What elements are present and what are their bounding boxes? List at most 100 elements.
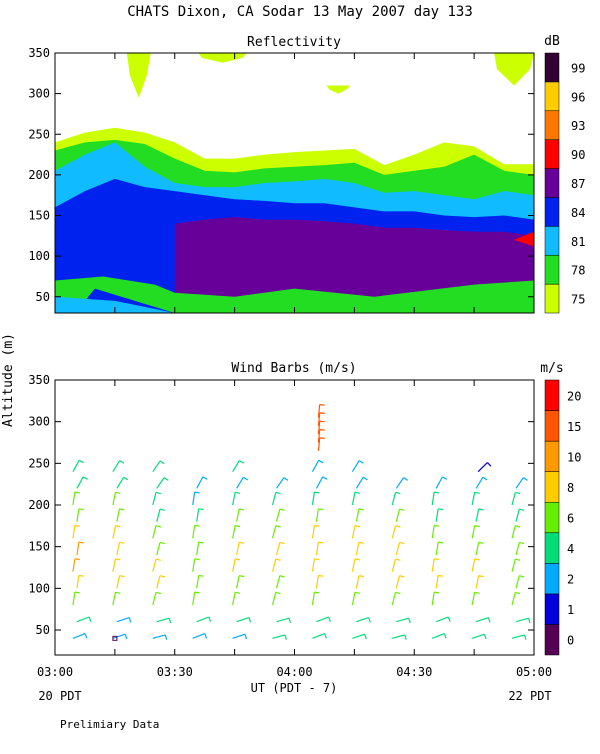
wind-barb [72,491,80,506]
colorbar-label: 99 [571,61,585,75]
reflectivity-title: Reflectivity [247,35,341,50]
wind-barb [515,508,525,522]
wind-barb [196,508,204,522]
colorbar-label: 10 [567,450,581,464]
colorbar-label: 2 [567,573,574,587]
preliminary-data-note: Prelimiary Data [60,718,159,731]
colorbar-swatch-90 [544,139,560,169]
wind-barb [272,634,287,640]
colorbar-swatch-2 [544,563,560,595]
y-tick-label: 50 [36,290,50,304]
wind-barb [72,633,88,639]
colorbar-swatch-8 [544,471,560,503]
colorbar-swatch-4 [544,532,560,564]
reflectivity-panel: Reflectivity 50 100 150 200 250 300 350 75 78 81… [28,34,585,314]
wind-barb [152,591,162,606]
calm-marker [112,635,118,641]
wind-barb [72,591,80,606]
colorbar-label: 81 [571,235,585,249]
reflectivity-colorbar: 75 78 81 84 87 90 93 96 99 [544,52,585,314]
wind-barb [431,558,440,572]
wind-barb [431,524,440,539]
wind-barb [352,633,367,640]
wind-barb [435,508,444,522]
wind-barb [76,541,84,556]
colorbar-swatch-93 [544,110,560,140]
wind-barb [311,524,320,539]
wind-barb [236,508,245,522]
reflectivity-upper-patch [494,53,534,86]
wind-barb [152,460,165,473]
y-tick-label: 50 [36,623,50,637]
reflectivity-colorbar-unit: dB [544,34,560,49]
wind-barb [275,541,285,556]
wind-barb [116,617,132,623]
colorbar-label: 0 [567,634,574,648]
wind-barb [391,491,401,506]
wind-barb [356,617,371,623]
colorbar-swatch-15 [544,410,560,442]
colorbar-swatch-1 [544,593,560,625]
wind-barbs-title: Wind Barbs (m/s) [231,361,356,376]
altitude-axis-label: Altitude (m) [1,333,16,427]
wind-barb [232,460,245,472]
colorbar-swatch-6 [544,501,560,534]
wind-barb [112,558,121,572]
wind-barb [475,508,484,522]
wind-barb [76,508,84,522]
wind-barb [112,525,121,539]
wind-barb [471,558,480,572]
wind-barb [475,541,484,556]
wind-barb [471,633,487,640]
wind-barb [271,525,281,539]
x-tick-label: 03:30 [157,665,193,679]
wind-barb [515,575,525,589]
wind-barb [156,508,166,522]
contour-low-band [55,276,534,313]
wind-barb [156,541,166,556]
wind-barb [317,404,325,418]
reflectivity-axes: 50 100 150 200 250 300 350 [28,46,534,313]
wind-barb [156,575,166,589]
wind-barb [317,429,325,443]
wind-barb [156,617,172,624]
colorbar-label: 78 [571,264,585,278]
wind-barbs [72,404,531,641]
wind-barb [236,541,245,556]
colorbar-label: 87 [571,177,585,191]
wind-barb [355,476,368,489]
wind-barb [471,591,480,606]
wind-barb [76,616,92,623]
wind-barb [355,541,365,556]
reflectivity-upper-patch [126,53,151,98]
figure-title: CHATS Dixon, CA Sodar 13 May 2007 day 13… [127,4,473,20]
colorbar-label: 75 [571,293,585,307]
wind-barb [435,616,451,623]
wind-barb [275,508,285,522]
wind-barb [396,617,411,624]
wind-barb [435,574,444,589]
wind-barb [152,491,162,506]
colorbar-label: 15 [567,420,581,434]
wind-barb [76,476,88,489]
colorbar-swatch-10 [544,440,560,472]
wind-barb [76,574,84,589]
wind-barb [316,616,331,623]
wind-colorbar: 0 1 2 4 6 8 10 15 20 [544,379,581,656]
y-tick-label: 150 [28,540,50,554]
contour-90-db-patch [514,231,534,247]
x-tick-label: 03:00 [37,665,73,679]
wind-barb [112,491,121,506]
colorbar-label: 6 [567,512,574,526]
wind-barb [511,491,521,506]
y-tick-label: 300 [28,87,50,101]
wind-barb [196,476,208,489]
wind-barb [391,591,401,606]
wind-barb [232,525,241,539]
wind-barb [72,524,80,539]
contour-low-81-patch [55,296,175,313]
wind-barb [317,437,325,451]
colorbar-label: 20 [567,389,581,403]
wind-barb [395,508,405,522]
